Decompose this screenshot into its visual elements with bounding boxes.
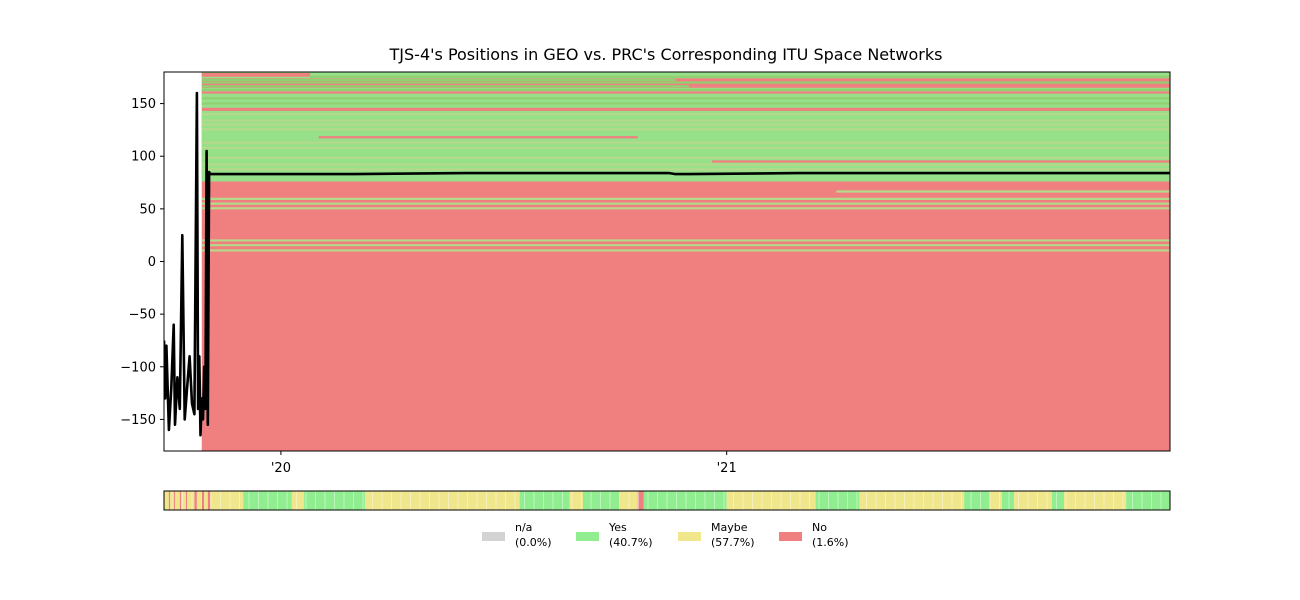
- y-tick-label: 50: [139, 202, 156, 217]
- y-tick-label: 100: [131, 150, 156, 165]
- status-segment: [815, 491, 860, 510]
- status-segment: [643, 491, 727, 510]
- status-segment: [207, 491, 211, 510]
- y-tick-label: 0: [148, 255, 156, 270]
- status-strip-frame: [163, 490, 1171, 511]
- legend-percent: (1.6%): [812, 536, 849, 549]
- status-segment: [1014, 491, 1052, 510]
- y-tick-label: 150: [131, 97, 156, 112]
- status-segment: [1051, 491, 1065, 510]
- status-segment: [201, 491, 205, 510]
- status-segment: [243, 491, 292, 510]
- status-segment: [569, 491, 583, 510]
- x-tick-label: '20: [271, 461, 291, 476]
- legend-label: No: [812, 521, 827, 534]
- status-segment: [174, 491, 180, 510]
- status-segment: [204, 491, 208, 510]
- legend-swatch: [779, 532, 802, 541]
- chart-title: TJS-4's Positions in GEO vs. PRC's Corre…: [389, 45, 943, 64]
- status-segment: [364, 491, 520, 510]
- status-segment: [1064, 491, 1127, 510]
- x-tick-label: '21: [717, 461, 737, 476]
- legend-percent: (0.0%): [515, 536, 552, 549]
- legend-percent: (57.7%): [711, 536, 755, 549]
- status-segment: [187, 491, 195, 510]
- status-segment: [519, 491, 570, 510]
- legend-swatch: [482, 532, 505, 541]
- y-tick-label: −50: [129, 308, 156, 323]
- status-segment: [173, 491, 175, 510]
- status-segment: [859, 491, 965, 510]
- status-segment: [726, 491, 816, 510]
- status-segment: [637, 491, 644, 510]
- status-segment: [168, 491, 171, 510]
- status-segment: [179, 491, 182, 510]
- status-segment: [210, 491, 244, 510]
- status-segment: [964, 491, 990, 510]
- plot-area: 150 100 50 0 −50 −100 −150 '20 '21: [120, 71, 1171, 476]
- status-segment: [291, 491, 305, 510]
- legend-label: Yes: [608, 521, 627, 534]
- status-segment: [1001, 491, 1015, 510]
- plot-clip-group: [164, 72, 1170, 451]
- legend: n/a (0.0%) Yes (40.7%) Maybe (57.7%) No (1.6%): [482, 521, 849, 549]
- legend-label: n/a: [515, 521, 532, 534]
- legend-percent: (40.7%): [609, 536, 653, 549]
- status-segment: [185, 491, 188, 510]
- status-segment: [989, 491, 1002, 510]
- y-tick-label: −100: [120, 360, 156, 375]
- yes-region: [201, 110, 1170, 182]
- legend-swatch: [678, 532, 701, 541]
- status-strip: [163, 490, 1171, 511]
- status-segment: [164, 491, 169, 510]
- status-segment: [619, 491, 638, 510]
- status-segment: [194, 491, 197, 510]
- status-segment: [181, 491, 186, 510]
- status-segment: [582, 491, 620, 510]
- legend-label: Maybe: [711, 521, 748, 534]
- status-segment: [1126, 491, 1170, 510]
- legend-swatch: [576, 532, 599, 541]
- position-line: [164, 91, 1170, 437]
- status-segment: [196, 491, 202, 510]
- status-segment: [170, 491, 174, 510]
- status-strip-clip-group: [164, 491, 1170, 510]
- yes-region: [201, 72, 1170, 79]
- y-tick-label: −150: [120, 413, 156, 428]
